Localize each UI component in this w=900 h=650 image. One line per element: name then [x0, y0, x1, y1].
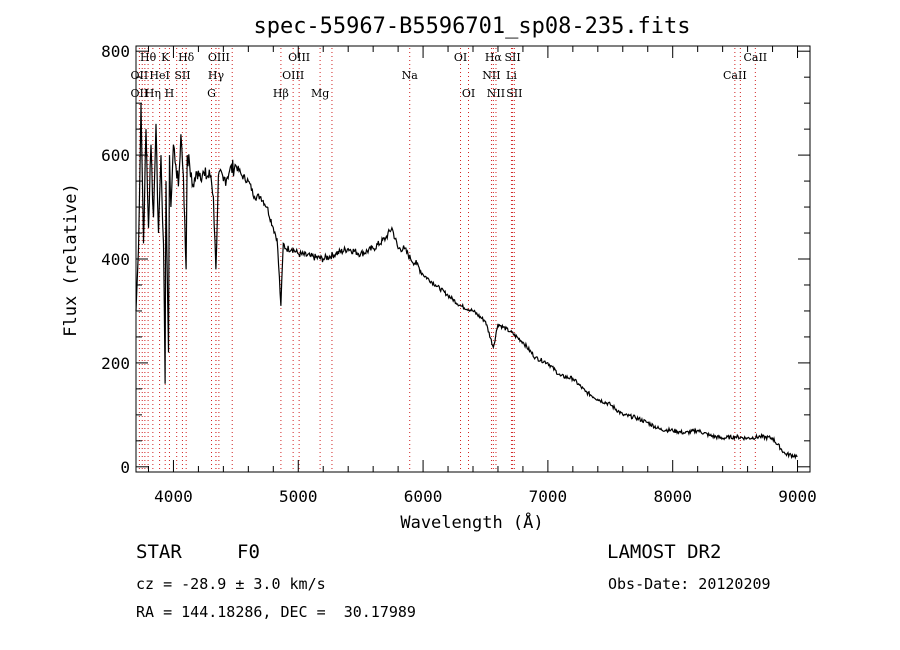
spectral-line-label: OII	[131, 87, 149, 100]
x-axis-label: Wavelength (Å)	[400, 511, 543, 533]
x-tick-label: 5000	[279, 487, 318, 506]
spectral-line-label: K	[161, 51, 170, 64]
sky-coordinates: RA = 144.18286, DEC = 30.17989	[136, 603, 416, 621]
spectral-line-label: Hα	[485, 51, 503, 64]
axis-ticks: 4000 5000 6000 7000 8000 9000 0 200 400 600 800	[101, 42, 817, 506]
spectral-line-label: OI	[454, 51, 467, 64]
survey-name: LAMOST DR2	[607, 541, 722, 563]
spectral-line-label: SII	[506, 87, 522, 100]
spectral-line-label: OIII	[288, 51, 310, 64]
redshift-velocity: cz = -28.9 ± 3.0 km/s	[136, 575, 326, 593]
y-tick-label: 600	[101, 146, 130, 165]
object-class: STAR	[136, 541, 182, 563]
y-tick-label: 0	[120, 458, 130, 477]
spectral-line-label: OIII	[208, 51, 230, 64]
spectrum-line	[135, 103, 798, 460]
x-tick-label: 4000	[154, 487, 193, 506]
spectral-line-label: Li	[506, 69, 517, 82]
spectral-line-label: CaII	[743, 51, 767, 64]
spectral-line-label: Hδ	[178, 51, 195, 64]
x-tick-label: 8000	[653, 487, 692, 506]
spectral-line-label: Mg	[311, 87, 329, 100]
x-tick-label: 7000	[529, 487, 568, 506]
spectral-line-label: G	[207, 87, 216, 100]
x-tick-label: 6000	[404, 487, 443, 506]
spectral-line-label: Hη	[145, 87, 161, 100]
spectral-line-label: Hγ	[208, 69, 225, 82]
spectral-line-label: Hβ	[273, 87, 289, 100]
x-tick-label: 9000	[778, 487, 817, 506]
observation-date: Obs-Date: 20120209	[608, 575, 771, 593]
chart-title: spec-55967-B5596701_sp08-235.fits	[253, 14, 690, 39]
spectral-line-label: Hθ	[140, 51, 157, 64]
spectral-line-label: OIII	[282, 69, 304, 82]
spectral-line-label: NII	[487, 87, 505, 100]
y-axis-label: Flux (relative)	[61, 183, 81, 337]
spectral-line-label: Na	[402, 69, 419, 82]
y-tick-label: 800	[101, 42, 130, 61]
spectral-line-label: H	[165, 87, 175, 100]
spectral-line-label: SII	[504, 51, 520, 64]
spectral-line-label: OI	[462, 87, 475, 100]
spectral-line-label: CaII	[723, 69, 747, 82]
y-tick-label: 400	[101, 250, 130, 269]
object-subclass: F0	[237, 541, 260, 563]
plot-frame	[135, 45, 811, 473]
spectral-line-label: NII	[482, 69, 500, 82]
spectral-line-label: HeI	[149, 69, 169, 82]
y-tick-label: 200	[101, 354, 130, 373]
spectral-line-label: SII	[174, 69, 190, 82]
spectral-line-label: OII	[131, 69, 149, 82]
